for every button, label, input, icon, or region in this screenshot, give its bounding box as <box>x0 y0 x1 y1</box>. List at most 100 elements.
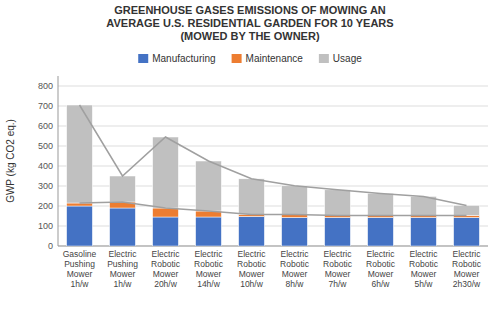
x-tick-label-line: 1h/w <box>71 279 90 289</box>
x-tick-label-line: Robotic <box>194 259 224 269</box>
bar-segment <box>325 190 351 216</box>
bar-segment <box>110 176 136 202</box>
x-tick-label-line: Mower <box>454 269 480 279</box>
legend-swatch <box>319 54 329 63</box>
title-line: AVERAGE U.S. RESIDENTIAL GARDEN FOR 10 Y… <box>106 17 393 29</box>
y-tick-label: 0 <box>48 241 53 251</box>
legend: Manufacturing Maintenance Usage <box>138 53 362 64</box>
legend-item: Usage <box>319 53 362 64</box>
x-tick-label: ElectricRoboticMower20h/w <box>151 249 181 289</box>
bar-segment <box>411 217 437 246</box>
bar-segment <box>454 217 480 246</box>
x-tick-label-line: Gasoline <box>63 249 97 259</box>
title: GREENHOUSE GASES EMISSIONS OF MOWING ANA… <box>106 4 393 42</box>
x-tick-label-line: Robotic <box>237 259 267 269</box>
x-tick-label-line: Robotic <box>151 259 181 269</box>
legend-swatch <box>232 54 242 63</box>
grid-line <box>58 166 488 167</box>
legend-label: Maintenance <box>246 53 304 64</box>
x-tick-label-line: Electric <box>367 249 396 259</box>
bar-segment <box>110 208 136 246</box>
x-tick-label-line: Pushing <box>64 259 95 269</box>
x-tick-label: ElectricRoboticMower2h30/w <box>452 249 482 289</box>
x-tick-label-line: 7h/w <box>329 279 348 289</box>
x-tick-label-line: Robotic <box>366 259 396 269</box>
legend-label: Usage <box>333 53 362 64</box>
title-line: GREENHOUSE GASES EMISSIONS OF MOWING AN <box>114 4 386 16</box>
bar-segment <box>454 205 480 215</box>
y-tick-label: 300 <box>38 181 53 191</box>
title-line: (MOWED BY THE OWNER) <box>180 30 319 42</box>
x-tick-label-line: 8h/w <box>286 279 305 289</box>
grid-line <box>58 146 488 147</box>
x-tick-label-line: Electric <box>195 249 224 259</box>
x-tick-label-line: Robotic <box>452 259 482 269</box>
grid-line <box>58 126 488 127</box>
x-tick-label-line: Electric <box>324 249 353 259</box>
bar-segment <box>196 217 222 246</box>
x-tick-label: ElectricRoboticMower14h/w <box>194 249 224 289</box>
x-tick-label-line: Mower <box>153 269 179 279</box>
bar-segment <box>368 193 394 215</box>
marks <box>67 105 480 246</box>
x-tick-label-line: Mower <box>325 269 351 279</box>
y-tick-label: 800 <box>38 81 53 91</box>
x-tick-label: ElectricPushingMower1h/w <box>107 249 138 289</box>
x-tick-label-line: Electric <box>410 249 439 259</box>
y-tick-label: 500 <box>38 141 53 151</box>
y-axis-label: GWP (kg CO2 eq.) <box>5 119 16 203</box>
x-tick-label-line: Mower <box>67 269 93 279</box>
x-tick-label-line: Electric <box>281 249 310 259</box>
x-tick-label-line: Robotic <box>409 259 439 269</box>
x-tick-label-line: 1h/w <box>114 279 133 289</box>
bar-segment <box>325 217 351 246</box>
x-tick-label-line: 6h/w <box>372 279 391 289</box>
grid-line <box>58 106 488 107</box>
bar-segment <box>67 206 93 246</box>
x-tick-label-line: 2h30/w <box>453 279 481 289</box>
x-tick-label: ElectricRoboticMower8h/w <box>280 249 310 289</box>
y-tick-label: 700 <box>38 101 53 111</box>
x-tick-label-line: Robotic <box>323 259 353 269</box>
x-tick-label-line: Mower <box>110 269 136 279</box>
x-tick-label: ElectricRoboticMower7h/w <box>323 249 353 289</box>
x-tick-label: ElectricRoboticMower5h/w <box>409 249 439 289</box>
x-tick-label: ElectricRoboticMower6h/w <box>366 249 396 289</box>
y-tick-label: 600 <box>38 121 53 131</box>
x-tick-label-line: Robotic <box>280 259 310 269</box>
bar-segment <box>368 217 394 246</box>
x-tick-label-line: Mower <box>196 269 222 279</box>
y-axis-line <box>58 76 59 246</box>
legend-item: Manufacturing <box>138 53 215 64</box>
bar-segment <box>411 196 437 215</box>
x-tick-label-line: 5h/w <box>415 279 434 289</box>
grid-line <box>58 86 488 87</box>
x-tick-label-line: Electric <box>453 249 482 259</box>
bar-segment <box>196 161 222 211</box>
grid <box>58 86 488 246</box>
line <box>80 202 467 215</box>
chart: GREENHOUSE GASES EMISSIONS OF MOWING ANA… <box>0 0 500 330</box>
bar-segment <box>239 179 265 215</box>
x-tick-label-line: Pushing <box>107 259 138 269</box>
bar-segment <box>282 217 308 246</box>
bar-segment <box>239 216 265 246</box>
x-tick-label-line: Mower <box>239 269 265 279</box>
x-tick-label-line: 10h/w <box>240 279 264 289</box>
x-tick-label-line: Mower <box>282 269 308 279</box>
x-tick-label-line: Electric <box>152 249 181 259</box>
x-tick-label: ElectricRoboticMower10h/w <box>237 249 267 289</box>
x-tick-label-line: Electric <box>238 249 267 259</box>
y-tick-label: 200 <box>38 201 53 211</box>
y-tick-label: 400 <box>38 161 53 171</box>
x-tick-label-line: Mower <box>411 269 437 279</box>
legend-item: Maintenance <box>232 53 304 64</box>
x-tick-label-line: 14h/w <box>197 279 221 289</box>
line <box>80 105 467 205</box>
legend-label: Manufacturing <box>152 53 215 64</box>
bar-segment <box>282 186 308 215</box>
x-tick-label: GasolinePushingMower1h/w <box>63 249 97 289</box>
bar-segment <box>153 217 179 246</box>
x-tick-label-line: 20h/w <box>154 279 178 289</box>
y-tick-label: 100 <box>38 221 53 231</box>
